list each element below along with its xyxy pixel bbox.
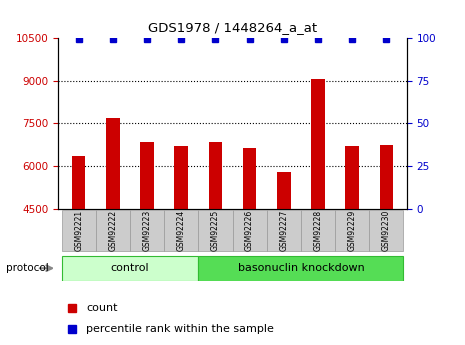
Text: basonuclin knockdown: basonuclin knockdown [238,263,364,273]
Bar [174,146,188,209]
FancyBboxPatch shape [267,209,301,251]
Text: GSM92226: GSM92226 [245,210,254,251]
Title: GDS1978 / 1448264_a_at: GDS1978 / 1448264_a_at [148,21,317,34]
Text: GSM92229: GSM92229 [348,210,357,251]
FancyBboxPatch shape [164,209,198,251]
Text: GSM92224: GSM92224 [177,210,186,251]
FancyBboxPatch shape [61,256,198,281]
FancyBboxPatch shape [198,256,404,281]
Bar [379,145,393,209]
Text: GSM92228: GSM92228 [313,210,323,251]
Bar [209,142,222,209]
FancyBboxPatch shape [130,209,164,251]
Text: protocol: protocol [6,263,48,273]
FancyBboxPatch shape [335,209,369,251]
Bar [140,142,154,209]
Text: GSM92223: GSM92223 [142,210,152,251]
Text: GSM92227: GSM92227 [279,210,288,251]
Text: control: control [111,263,149,273]
FancyBboxPatch shape [61,209,96,251]
FancyBboxPatch shape [232,209,267,251]
Text: count: count [86,303,118,313]
Text: percentile rank within the sample: percentile rank within the sample [86,324,274,334]
Bar [311,79,325,209]
Text: GSM92221: GSM92221 [74,210,83,251]
Text: GSM92225: GSM92225 [211,210,220,251]
FancyBboxPatch shape [301,209,335,251]
Bar [106,118,120,209]
Bar [277,172,291,209]
Bar [345,146,359,209]
FancyBboxPatch shape [198,209,232,251]
Bar [72,156,86,209]
Text: GSM92230: GSM92230 [382,210,391,251]
Bar [243,148,256,209]
FancyBboxPatch shape [96,209,130,251]
Text: GSM92222: GSM92222 [108,210,117,251]
FancyBboxPatch shape [369,209,404,251]
